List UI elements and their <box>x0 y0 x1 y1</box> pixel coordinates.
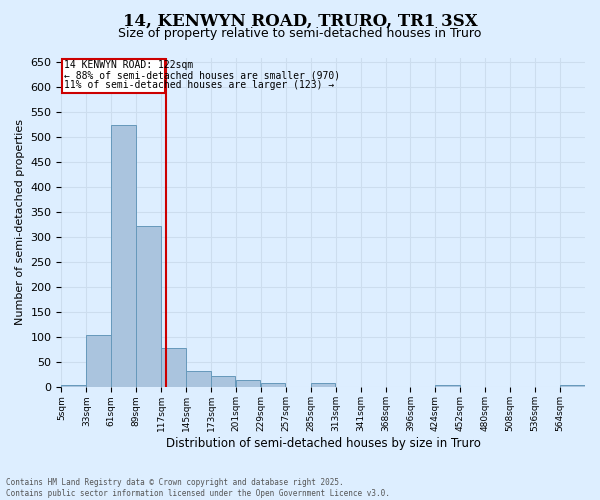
Bar <box>136 226 161 388</box>
X-axis label: Distribution of semi-detached houses by size in Truro: Distribution of semi-detached houses by … <box>166 437 481 450</box>
Bar <box>261 383 286 388</box>
Text: 11% of semi-detached houses are larger (123) →: 11% of semi-detached houses are larger (… <box>64 80 334 90</box>
Bar <box>311 384 335 388</box>
Text: 14, KENWYN ROAD, TRURO, TR1 3SX: 14, KENWYN ROAD, TRURO, TR1 3SX <box>122 12 478 29</box>
Text: Size of property relative to semi-detached houses in Truro: Size of property relative to semi-detach… <box>118 28 482 40</box>
Bar <box>186 371 211 388</box>
FancyBboxPatch shape <box>62 59 165 94</box>
Y-axis label: Number of semi-detached properties: Number of semi-detached properties <box>15 120 25 326</box>
Bar <box>86 336 111 388</box>
Bar <box>211 376 235 388</box>
Bar <box>560 386 584 388</box>
Bar <box>111 125 136 388</box>
Bar <box>436 385 460 388</box>
Text: Contains HM Land Registry data © Crown copyright and database right 2025.
Contai: Contains HM Land Registry data © Crown c… <box>6 478 390 498</box>
Text: ← 88% of semi-detached houses are smaller (970): ← 88% of semi-detached houses are smalle… <box>64 70 340 81</box>
Bar <box>236 380 260 388</box>
Text: 14 KENWYN ROAD: 122sqm: 14 KENWYN ROAD: 122sqm <box>64 60 193 70</box>
Bar <box>61 385 86 388</box>
Bar <box>161 348 185 388</box>
